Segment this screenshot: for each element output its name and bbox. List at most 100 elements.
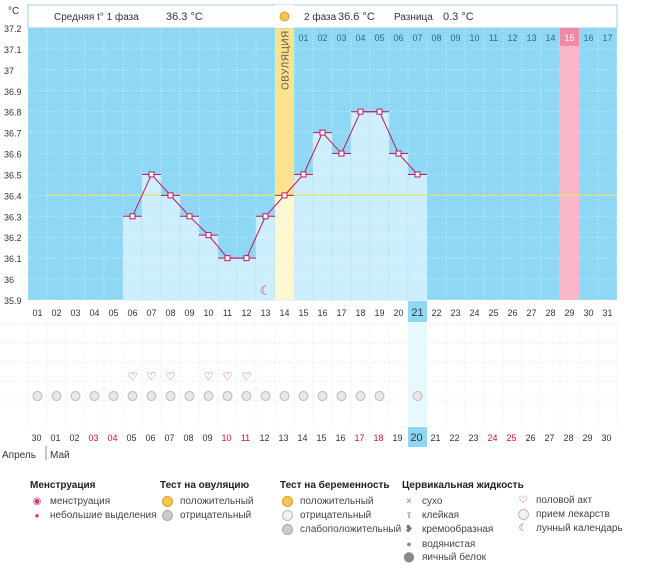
intercourse-heart-icon[interactable]: ♡ [223, 371, 233, 383]
temperature-point[interactable] [395, 150, 402, 157]
medication-pill-icon[interactable] [222, 391, 233, 401]
temp-bar [388, 153, 409, 301]
x-tick-label: 01 [32, 308, 42, 318]
temperature-point[interactable] [167, 192, 174, 199]
medication-pill-icon[interactable] [260, 391, 271, 401]
temperature-point[interactable] [414, 171, 421, 178]
medication-pill-icon[interactable] [317, 391, 328, 401]
calendar-date-label: 15 [316, 433, 326, 443]
y-tick-label: 36.3 [4, 212, 22, 222]
medication-pill-icon[interactable] [298, 391, 309, 401]
calendar-date-label: 09 [202, 433, 212, 443]
legend-preg-negative-label: отрицательный [300, 510, 372, 521]
ovulation-column-lower [275, 195, 294, 300]
medication-pill-icon[interactable] [279, 391, 290, 401]
medication-pill-icon[interactable] [108, 391, 119, 401]
calendar-date-label: 19 [392, 433, 402, 443]
month-label-april: Апрель [2, 450, 36, 461]
temp-bar [198, 234, 219, 301]
intercourse-heart-icon[interactable]: ♡ [147, 371, 157, 383]
legend-other: ♡ половой акт прием лекарств ☾ лунный кале… [516, 494, 623, 536]
temperature-point[interactable] [357, 108, 364, 115]
calendar-date-label: 30 [601, 433, 611, 443]
legend-eggwhite-label: яичный белок [422, 552, 487, 563]
legend-lunar-label: лунный календарь [536, 523, 623, 534]
medication-pill-icon[interactable] [51, 391, 62, 401]
x-tick-label: 19 [374, 308, 384, 318]
temperature-point[interactable] [243, 255, 250, 262]
temperature-point[interactable] [300, 171, 307, 178]
x-tick-label: 07 [146, 308, 156, 318]
x-tick-label: 15 [298, 308, 308, 318]
x-tick-label: 29 [564, 308, 574, 318]
medication-pill-icon[interactable] [336, 391, 347, 401]
legend-sticky-label: клейкая [422, 510, 460, 521]
intercourse-heart-icon[interactable]: ♡ [242, 371, 252, 383]
medication-pill-icon[interactable] [241, 391, 252, 401]
heart-icon: ♡ [518, 495, 528, 506]
temperature-point[interactable] [281, 192, 288, 199]
y-tick-label: 36.8 [4, 108, 22, 118]
medication-pill-icon[interactable] [146, 391, 157, 401]
y-tick-label: 35.9 [4, 296, 22, 306]
y-tick-label: 36.2 [4, 233, 22, 243]
menstruation-drop-icon: ◉ [32, 496, 42, 507]
temperature-point[interactable] [376, 108, 383, 115]
medication-pill-icon[interactable] [127, 391, 138, 401]
phase2-day-label: 13 [526, 33, 536, 43]
calendar-date-label: 01 [50, 433, 60, 443]
phase2-label: 2 фаза [304, 11, 337, 23]
temperature-point[interactable] [205, 232, 212, 239]
temperature-point[interactable] [262, 213, 269, 220]
x-tick-label: 04 [89, 308, 99, 318]
calendar-date-label: 14 [297, 433, 307, 443]
medication-pill-icon[interactable] [355, 391, 366, 401]
temperature-point[interactable] [338, 150, 345, 157]
legend-dry-label: сухо [422, 496, 443, 507]
temperature-point[interactable] [319, 129, 326, 136]
temperature-point[interactable] [129, 213, 136, 220]
phase2-day-label: 07 [412, 33, 422, 43]
medication-pill-icon[interactable] [89, 391, 100, 401]
temperature-point[interactable] [224, 255, 231, 262]
legend-cervical-title: Цервикальная жидкость [402, 480, 524, 491]
medication-pill-icon[interactable] [203, 391, 214, 401]
medication-pill-icon[interactable] [412, 391, 423, 401]
medication-pill-icon[interactable] [165, 391, 176, 401]
medication-pill-icon[interactable] [32, 391, 43, 401]
phase2-day-label: 05 [374, 33, 384, 43]
calendar-date-label: 07 [164, 433, 174, 443]
legend-preg-positive-label: положительный [300, 496, 374, 507]
x-tick-label: 23 [450, 308, 460, 318]
temperature-point[interactable] [148, 171, 155, 178]
calendar-date-label: 06 [145, 433, 155, 443]
medication-pill-icon[interactable] [184, 391, 195, 401]
calendar-date-label: 23 [468, 433, 478, 443]
highlight-date-cell [408, 427, 427, 447]
watery-icon: ● [406, 539, 412, 549]
phase2-day-label: 10 [469, 33, 479, 43]
calendar-date-label: 21 [430, 433, 440, 443]
y-tick-label: 36.4 [4, 191, 22, 201]
medication-pill-icon[interactable] [70, 391, 81, 401]
intercourse-heart-icon[interactable]: ♡ [128, 371, 138, 383]
calendar-date-label: 13 [278, 433, 288, 443]
medication-pill-icon[interactable] [374, 391, 385, 401]
sticky-icon: τ [407, 510, 411, 521]
y-tick-label: 36.7 [4, 129, 22, 139]
highlight-day-rows [408, 322, 427, 426]
calendar-date-label: 28 [563, 433, 573, 443]
calendar-date-label: 04 [107, 433, 117, 443]
x-tick-label: 31 [602, 308, 612, 318]
phase2-day-label: 16 [583, 33, 593, 43]
phase2-day-label: 01 [298, 33, 308, 43]
intercourse-heart-icon[interactable]: ♡ [204, 371, 214, 383]
dry-icon: × [406, 496, 412, 507]
intercourse-heart-icon[interactable]: ♡ [166, 371, 176, 383]
phase2-value: 36.6 °C [338, 11, 375, 23]
temperature-point[interactable] [186, 213, 193, 220]
legend-ov-positive-label: положительный [180, 496, 254, 507]
x-tick-label: 24 [469, 308, 479, 318]
calendar-date-label: 03 [88, 433, 98, 443]
x-tick-label: 08 [165, 308, 175, 318]
